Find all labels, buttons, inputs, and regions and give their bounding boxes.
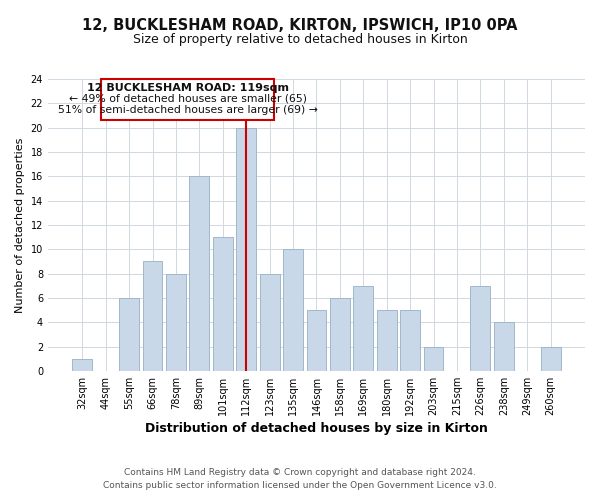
Bar bbox=[353, 286, 373, 371]
Bar bbox=[541, 346, 560, 371]
Text: Contains HM Land Registry data © Crown copyright and database right 2024.: Contains HM Land Registry data © Crown c… bbox=[124, 468, 476, 477]
Bar bbox=[494, 322, 514, 371]
Text: ← 49% of detached houses are smaller (65): ← 49% of detached houses are smaller (65… bbox=[68, 94, 307, 104]
Text: 12 BUCKLESHAM ROAD: 119sqm: 12 BUCKLESHAM ROAD: 119sqm bbox=[86, 82, 289, 92]
Bar bbox=[190, 176, 209, 371]
Bar bbox=[330, 298, 350, 371]
Bar bbox=[400, 310, 420, 371]
Bar bbox=[470, 286, 490, 371]
Bar bbox=[73, 358, 92, 371]
Y-axis label: Number of detached properties: Number of detached properties bbox=[15, 137, 25, 312]
Text: Contains public sector information licensed under the Open Government Licence v3: Contains public sector information licen… bbox=[103, 482, 497, 490]
Bar bbox=[143, 262, 163, 371]
FancyBboxPatch shape bbox=[101, 79, 274, 120]
Bar bbox=[260, 274, 280, 371]
Bar bbox=[377, 310, 397, 371]
Text: Size of property relative to detached houses in Kirton: Size of property relative to detached ho… bbox=[133, 32, 467, 46]
Bar bbox=[119, 298, 139, 371]
Text: 51% of semi-detached houses are larger (69) →: 51% of semi-detached houses are larger (… bbox=[58, 104, 317, 115]
Bar bbox=[213, 237, 233, 371]
Text: 12, BUCKLESHAM ROAD, KIRTON, IPSWICH, IP10 0PA: 12, BUCKLESHAM ROAD, KIRTON, IPSWICH, IP… bbox=[82, 18, 518, 32]
Bar bbox=[236, 128, 256, 371]
Bar bbox=[307, 310, 326, 371]
X-axis label: Distribution of detached houses by size in Kirton: Distribution of detached houses by size … bbox=[145, 422, 488, 435]
Bar bbox=[424, 346, 443, 371]
Bar bbox=[283, 249, 303, 371]
Bar bbox=[166, 274, 186, 371]
